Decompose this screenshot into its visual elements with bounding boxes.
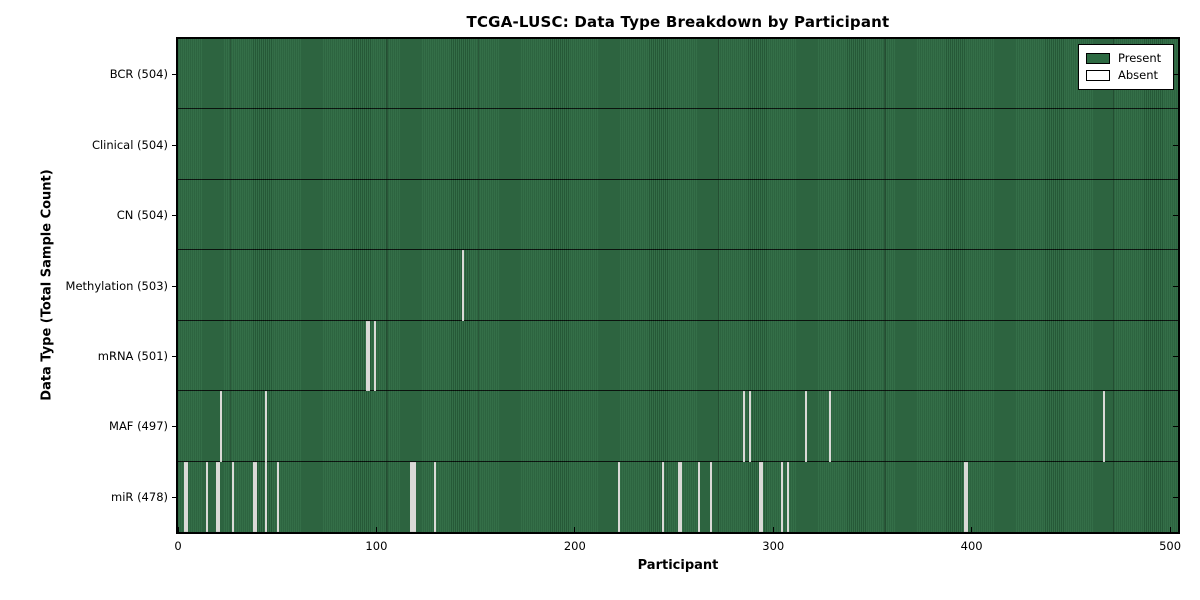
y-tick-label-bcr: BCR (504) <box>109 67 168 82</box>
row-cn <box>178 180 1178 251</box>
y-tick-label-clinical: Clinical (504) <box>91 137 168 152</box>
absent-stripe-mir-252 <box>678 461 680 532</box>
absent-stripe-mir-50 <box>277 461 280 532</box>
absent-stripe-methylation-143 <box>461 250 464 321</box>
texture-line <box>717 39 720 532</box>
absent-stripe-mir-117 <box>410 461 413 532</box>
y-tick-mark <box>1173 426 1178 428</box>
absent-stripe-mir-293 <box>759 461 762 532</box>
y-tick-mark <box>1173 74 1178 76</box>
y-tick-mark <box>1173 355 1178 357</box>
y-tick-mark <box>1173 215 1178 217</box>
plot-area <box>172 37 1180 534</box>
absent-stripe-maf-285 <box>743 391 746 462</box>
absent-stripe-mir-118 <box>412 461 415 532</box>
absent-stripe-mir-38 <box>253 461 256 532</box>
legend-swatch-present <box>1086 53 1110 64</box>
x-tick-label-300: 300 <box>762 539 785 553</box>
absent-stripe-mrna-99 <box>374 320 377 392</box>
absent-stripe-maf-466 <box>1102 391 1105 462</box>
y-tick-mark <box>172 496 178 498</box>
y-tick-label-cn: CN (504) <box>116 208 168 223</box>
absent-stripe-mir-268 <box>709 461 712 532</box>
absent-stripe-maf-316 <box>804 391 807 462</box>
y-tick-label-mir: miR (478) <box>111 489 168 504</box>
absent-stripe-mir-39 <box>255 461 258 532</box>
y-tick-mark <box>172 285 178 287</box>
x-tick-label-200: 200 <box>563 539 586 553</box>
absent-stripe-mir-129 <box>433 461 436 532</box>
x-tick-mark <box>177 527 179 532</box>
texture-line <box>1112 39 1114 532</box>
absent-stripe-mir-262 <box>697 461 700 532</box>
chart-title: TCGA-LUSC: Data Type Breakdown by Partic… <box>466 13 890 31</box>
absent-stripe-mir-304 <box>781 461 784 532</box>
absent-stripe-mir-397 <box>965 461 968 532</box>
texture-line <box>477 39 479 532</box>
row-methylation <box>178 250 1178 321</box>
absent-stripe-mir-294 <box>761 461 764 532</box>
legend-swatch-absent <box>1086 70 1110 81</box>
x-tick-label-500: 500 <box>1159 539 1182 553</box>
legend-label-present: Present <box>1118 50 1162 65</box>
legend-item-absent: Absent <box>1086 67 1166 84</box>
y-tick-mark <box>172 74 178 76</box>
x-tick-mark <box>772 527 774 532</box>
absent-stripe-mrna-95 <box>366 320 369 392</box>
row-mrna <box>178 321 1178 392</box>
row-bcr <box>178 39 1178 110</box>
y-tick-label-maf: MAF (497) <box>109 419 168 434</box>
x-tick-mark <box>375 527 377 532</box>
y-tick-mark <box>1173 144 1178 146</box>
x-tick-label-400: 400 <box>960 539 983 553</box>
x-tick-mark <box>1169 527 1171 532</box>
absent-stripe-mir-20 <box>217 461 220 532</box>
absent-stripe-mir-14 <box>205 461 208 532</box>
absent-stripe-mir-253 <box>679 461 682 532</box>
texture-line <box>386 39 388 532</box>
absent-stripe-mrna-96 <box>368 320 371 392</box>
legend-item-present: Present <box>1086 50 1166 67</box>
y-tick-label-mrna: mRNA (501) <box>97 348 168 363</box>
absent-stripe-mir-27 <box>231 461 234 532</box>
y-tick-mark <box>172 144 178 146</box>
y-tick-mark <box>172 215 178 217</box>
absent-stripe-maf-288 <box>749 391 752 462</box>
absent-stripe-mir-19 <box>215 461 218 532</box>
absent-stripe-mir-119 <box>414 461 417 532</box>
x-axis-title: Participant <box>637 558 719 573</box>
absent-stripe-mir-396 <box>963 461 966 532</box>
x-tick-mark <box>971 527 973 532</box>
absent-stripe-mir-307 <box>787 461 790 532</box>
absent-stripe-mir-44 <box>265 461 268 532</box>
x-tick-label-100: 100 <box>365 539 388 553</box>
absent-stripe-maf-328 <box>828 391 831 462</box>
row-clinical <box>178 109 1178 180</box>
absent-stripe-maf-21 <box>219 391 222 462</box>
y-tick-mark <box>1173 496 1178 498</box>
legend-label-absent: Absent <box>1118 67 1159 82</box>
absent-stripe-mir-3 <box>183 461 186 532</box>
absent-stripe-mir-222 <box>618 461 621 532</box>
texture-line <box>884 39 886 532</box>
absent-stripe-maf-44 <box>265 391 268 462</box>
legend: Present Absent <box>1078 44 1174 90</box>
x-tick-mark <box>574 527 576 532</box>
x-tick-label-0: 0 <box>174 539 182 553</box>
absent-stripe-mir-244 <box>662 461 665 532</box>
absent-stripe-mir-4 <box>185 461 188 532</box>
x-axis-tick-labels: 0 100 200 300 400 500 <box>174 539 1182 555</box>
y-tick-mark <box>172 426 178 428</box>
row-maf <box>178 391 1178 462</box>
y-tick-mark <box>172 355 178 357</box>
texture-line <box>229 39 231 532</box>
y-axis-tick-labels: BCR (504) Clinical (504) CN (504) Methylati… <box>0 37 168 534</box>
y-tick-label-methylation: Methylation (503) <box>65 278 168 293</box>
y-tick-mark <box>1173 285 1178 287</box>
